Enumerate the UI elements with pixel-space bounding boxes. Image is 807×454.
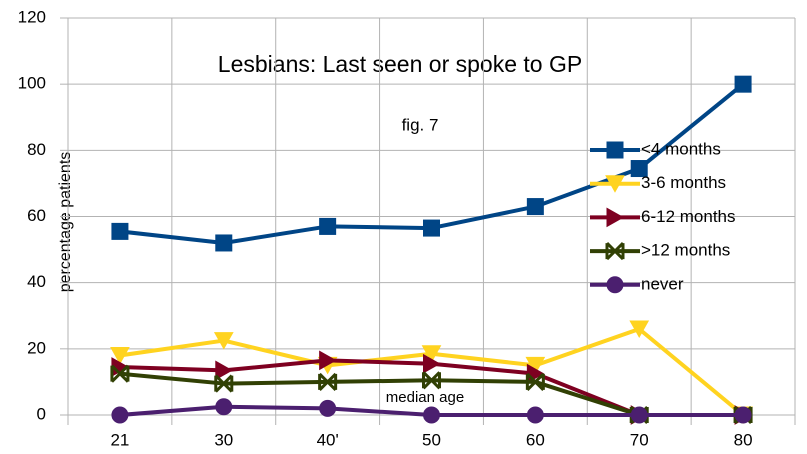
x-tick-label: 21 <box>110 430 129 449</box>
x-axis-label: median age <box>386 389 464 406</box>
y-tick-label: 80 <box>27 140 46 159</box>
marker <box>111 406 129 424</box>
chart-title: Lesbians: Last seen or spoke to GP <box>218 51 582 77</box>
x-tick-label: 30 <box>214 430 233 449</box>
y-tick-label: 100 <box>18 74 46 93</box>
x-tick-label: 70 <box>630 430 649 449</box>
marker <box>318 372 338 391</box>
marker <box>110 364 130 383</box>
marker <box>421 345 442 363</box>
marker <box>422 371 441 390</box>
y-tick-label: 120 <box>18 7 46 26</box>
x-tick-label: 80 <box>734 430 753 449</box>
marker <box>423 406 440 424</box>
marker <box>213 332 234 350</box>
marker <box>215 360 233 381</box>
legend-label: 6-12 months <box>641 207 736 226</box>
legend-label: >12 months <box>641 241 730 260</box>
marker <box>606 276 624 294</box>
marker <box>526 406 544 424</box>
marker <box>423 219 440 237</box>
legend-item: >12 months <box>590 241 730 261</box>
legend-label: 3-6 months <box>641 173 726 192</box>
series <box>111 398 752 424</box>
y-tick-label: 20 <box>27 338 46 357</box>
legend-label: <4 months <box>641 139 721 158</box>
marker <box>423 353 441 374</box>
marker <box>319 399 337 417</box>
marker <box>319 217 337 235</box>
legend-item: <4 months <box>590 139 721 159</box>
y-axis-label: percentage patients <box>57 152 74 293</box>
marker <box>606 207 625 228</box>
marker <box>630 406 648 424</box>
marker <box>734 406 752 424</box>
legend-item: never <box>590 274 684 294</box>
marker <box>629 320 650 339</box>
grid <box>60 17 796 425</box>
marker <box>606 141 624 159</box>
marker <box>605 175 625 193</box>
y-tick-label: 40 <box>27 272 46 291</box>
marker <box>111 222 129 240</box>
legend-label: never <box>641 274 684 293</box>
legend-item: 3-6 months <box>590 173 726 193</box>
marker <box>526 198 544 216</box>
marker <box>215 234 233 252</box>
x-tick-label: 50 <box>422 430 441 449</box>
x-tick-label: 60 <box>526 430 545 449</box>
marker <box>214 374 234 393</box>
marker <box>525 372 545 391</box>
marker <box>605 242 625 261</box>
marker <box>319 350 337 371</box>
marker <box>630 160 648 178</box>
y-tick-label: 0 <box>37 404 46 423</box>
marker <box>110 346 130 365</box>
chart-subtitle: fig. 7 <box>402 115 439 134</box>
x-tick-label: 40' <box>317 430 339 449</box>
marker <box>215 398 233 416</box>
marker <box>525 356 546 375</box>
series <box>111 75 752 252</box>
y-tick-label: 60 <box>27 206 46 225</box>
legend-item: 6-12 months <box>590 207 736 228</box>
marker <box>734 75 752 93</box>
